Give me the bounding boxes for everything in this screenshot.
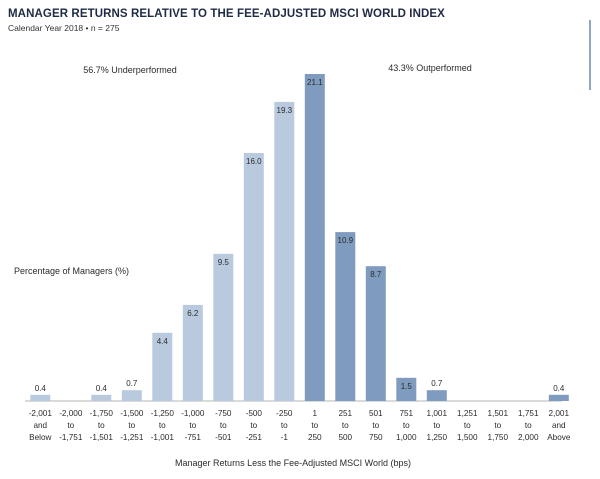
data-label: 0.7: [126, 379, 138, 388]
x-tick-label: 2,000: [518, 433, 539, 442]
accent-rule: [589, 20, 591, 90]
x-tick-label: to: [128, 421, 135, 430]
x-tick-label: 1,001: [427, 409, 448, 418]
x-tick-label: 1,501: [488, 409, 509, 418]
data-label: 6.2: [187, 309, 199, 318]
x-tick-label: -2,000: [59, 409, 83, 418]
bar: [213, 253, 234, 401]
x-tick-label: to: [281, 421, 288, 430]
x-tick-label: 2,001: [549, 409, 570, 418]
data-label: 1.5: [401, 382, 413, 391]
x-tick-label: to: [159, 421, 166, 430]
x-tick-label: 1,500: [457, 433, 478, 442]
x-tick-label: 1,000: [396, 433, 417, 442]
bar: [182, 304, 203, 401]
x-tick-label: to: [372, 421, 379, 430]
x-axis-label: Manager Returns Less the Fee-Adjusted MS…: [175, 458, 411, 468]
bar: [30, 394, 51, 401]
x-tick-label: and: [552, 421, 566, 430]
x-tick-label: -1,501: [90, 433, 114, 442]
x-tick-label: to: [220, 421, 227, 430]
x-tick-label: Below: [29, 433, 51, 442]
data-label: 0.4: [35, 384, 47, 393]
x-tick-label: 1,251: [457, 409, 478, 418]
bar: [365, 266, 386, 401]
x-tick-label: 250: [308, 433, 322, 442]
x-tick-label: -1,001: [151, 433, 175, 442]
chart-title: MANAGER RETURNS RELATIVE TO THE FEE-ADJU…: [8, 8, 445, 20]
data-label: 19.3: [277, 106, 293, 115]
data-label: 21.1: [307, 78, 323, 87]
underperformed-annotation: 56.7% Underperformed: [83, 65, 177, 75]
x-tick-label: 1,250: [427, 433, 448, 442]
x-tick-label: to: [98, 421, 105, 430]
x-tick-label: 500: [338, 433, 352, 442]
bar: [335, 232, 356, 401]
x-tick-label: -1: [281, 433, 289, 442]
x-tick-label: -251: [246, 433, 263, 442]
x-tick-label: to: [403, 421, 410, 430]
chart-subtitle: Calendar Year 2018 • n = 275: [8, 23, 120, 33]
outperformed-annotation: 43.3% Outperformed: [388, 63, 472, 73]
x-tick-label: to: [189, 421, 196, 430]
x-tick-label: -1,751: [59, 433, 83, 442]
x-tick-label: -2,001: [29, 409, 53, 418]
bar: [396, 377, 417, 401]
x-tick-label: -1,251: [120, 433, 144, 442]
bar: [91, 394, 112, 401]
data-label: 0.4: [553, 384, 565, 393]
x-tick-label: 751: [399, 409, 413, 418]
bar: [304, 74, 325, 401]
x-tick-label: -501: [215, 433, 232, 442]
bar: [121, 390, 142, 401]
x-tick-label: 1,751: [518, 409, 539, 418]
data-label: 8.7: [370, 270, 382, 279]
tick-labels-group: -2,001 and Below -2,000 to -1,751 -1,750 to -1,5…: [29, 409, 571, 442]
x-tick-label: to: [494, 421, 501, 430]
data-label: 10.9: [338, 236, 354, 245]
x-tick-label: 1,750: [488, 433, 509, 442]
x-tick-label: Above: [547, 433, 571, 442]
data-label: 9.5: [218, 258, 230, 267]
x-tick-label: to: [464, 421, 471, 430]
bar: [243, 153, 264, 401]
x-tick-label: -751: [185, 433, 202, 442]
x-tick-label: to: [250, 421, 257, 430]
x-tick-label: -1,750: [90, 409, 114, 418]
x-tick-label: 501: [369, 409, 383, 418]
x-tick-label: -250: [276, 409, 293, 418]
bars-group: 0.4 0.4 0.7 4.4 6.2 9.5 16.0 19.3 21.1 10.9 8.7 1.5…: [30, 74, 569, 402]
x-tick-label: 1: [313, 409, 318, 418]
bar: [152, 332, 173, 401]
x-tick-label: -1,250: [151, 409, 175, 418]
x-tick-label: to: [525, 421, 532, 430]
x-tick-label: 750: [369, 433, 383, 442]
x-tick-label: to: [342, 421, 349, 430]
x-tick-label: to: [67, 421, 74, 430]
data-label: 0.7: [431, 379, 443, 388]
x-tick-label: -500: [246, 409, 263, 418]
x-tick-label: to: [311, 421, 318, 430]
x-tick-label: -750: [215, 409, 232, 418]
x-tick-label: -1,500: [120, 409, 144, 418]
data-label: 0.4: [96, 384, 108, 393]
x-tick-label: to: [433, 421, 440, 430]
data-label: 4.4: [157, 337, 169, 346]
bar: [274, 101, 295, 402]
x-tick-label: and: [33, 421, 47, 430]
x-tick-label: -1,000: [181, 409, 205, 418]
bar: [426, 390, 447, 401]
data-label: 16.0: [246, 157, 262, 166]
x-tick-label: 251: [338, 409, 352, 418]
bar: [548, 394, 569, 401]
y-axis-label: Percentage of Managers (%): [14, 266, 129, 276]
